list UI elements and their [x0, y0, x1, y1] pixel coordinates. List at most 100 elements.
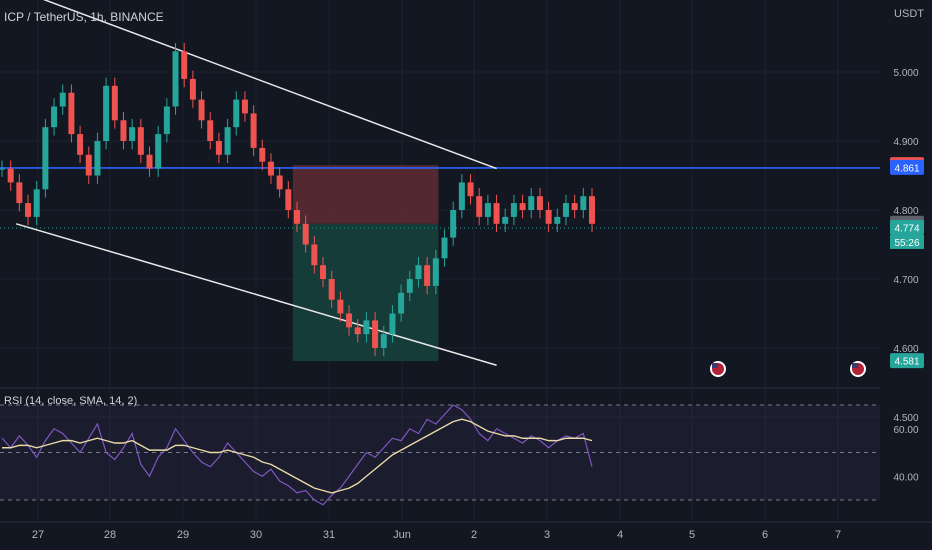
price-tick-label: 4.600	[893, 344, 918, 355]
candle-body	[476, 196, 483, 217]
candle-body	[519, 203, 526, 210]
candle-body	[424, 265, 431, 286]
time-tick-label: 29	[177, 529, 189, 541]
candle-body	[363, 320, 370, 335]
candle-body	[545, 210, 552, 224]
candle-body	[302, 223, 309, 245]
grid-lines	[0, 0, 932, 520]
event-flags[interactable]	[710, 361, 866, 377]
price-tick-label: 4.500	[893, 413, 918, 424]
currency-label: USDT	[894, 8, 924, 20]
candle-body	[510, 203, 517, 217]
candle-body	[59, 92, 66, 107]
candle-body	[285, 189, 292, 210]
candle-body	[137, 127, 144, 155]
stop-loss-zone	[292, 165, 439, 224]
rsi-title: RSI (14, close, SMA, 14, 2)	[4, 395, 138, 407]
candle-body	[120, 120, 127, 141]
price-axis-bg	[880, 0, 932, 550]
candle-body	[441, 237, 448, 259]
candle-body	[33, 189, 40, 217]
candle-body	[42, 127, 49, 190]
time-tick-label: 31	[323, 529, 335, 541]
candle-body	[198, 99, 205, 121]
time-axis: 27 28 29 30 31 Jun 2 3 4 5 6 7	[0, 521, 932, 541]
countdown-label: 55:26	[894, 238, 919, 249]
rsi-pane	[0, 404, 880, 506]
candle-body	[294, 210, 300, 224]
time-tick-label: 4	[617, 529, 623, 541]
time-tick-label: 7	[835, 529, 841, 541]
candle-body	[77, 134, 84, 155]
rsi-ma-line	[2, 418, 593, 494]
candle-body	[163, 106, 170, 135]
us-flag-icon-canton	[712, 363, 718, 368]
time-tick-label: 5	[689, 529, 695, 541]
rsi-tick-label: 40.00	[893, 472, 918, 483]
position-zones	[292, 165, 439, 362]
candle-body	[484, 203, 491, 217]
price-tick-label: 4.700	[893, 275, 918, 286]
candle-body	[354, 327, 361, 335]
time-tick-label: 30	[250, 529, 262, 541]
candle-body	[111, 85, 118, 121]
candle-body	[389, 313, 396, 335]
price-tag	[890, 219, 924, 235]
candle-body	[68, 92, 75, 135]
candle-body	[554, 216, 561, 224]
candle-body	[103, 85, 110, 141]
candle-body	[458, 182, 465, 210]
price-tick-label: 5.000	[893, 68, 918, 79]
candle-body	[129, 127, 136, 141]
price-axis: 5.0004.9004.8004.7004.6004.5004.8654.861…	[880, 0, 932, 550]
candle-body	[215, 141, 222, 155]
candle-body	[172, 51, 179, 107]
time-tick-label: 2	[471, 529, 477, 541]
candle-body	[337, 299, 344, 314]
candle-body	[311, 244, 318, 266]
price-tag-label: 4.861	[894, 163, 919, 174]
candle-body	[276, 175, 283, 190]
time-tick-label: 3	[544, 529, 550, 541]
price-tag	[890, 159, 924, 175]
candle-body	[320, 265, 327, 279]
price-tick-label: 4.800	[893, 206, 918, 217]
candles	[0, 43, 595, 357]
candle-body	[85, 154, 92, 176]
candle-body	[432, 258, 439, 286]
candle-body	[398, 292, 405, 314]
candle-body	[502, 216, 509, 224]
candle-body	[415, 265, 422, 279]
candle-body	[450, 210, 457, 238]
candle-body	[51, 106, 58, 128]
candle-body	[346, 313, 353, 328]
candle-body	[16, 182, 23, 204]
candle-body	[467, 182, 474, 197]
candle-body	[536, 196, 543, 210]
rsi-tick-label: 60.00	[893, 425, 918, 436]
channel-upper-line	[42, 0, 497, 170]
candle-body	[146, 154, 153, 169]
price-tag-label: 4.774	[894, 223, 919, 234]
candle-body	[0, 168, 5, 170]
candle-body	[25, 203, 32, 217]
candle-body	[224, 127, 231, 155]
candle-body	[372, 320, 379, 348]
candle-body	[259, 147, 266, 162]
candle-body	[233, 99, 240, 128]
price-tag-label: 4.581	[894, 357, 919, 368]
candle-body	[562, 203, 569, 217]
candle-body	[571, 203, 578, 210]
candle-body	[207, 120, 214, 141]
countdown-tag	[890, 234, 924, 249]
price-tag	[890, 353, 924, 369]
candle-body	[528, 196, 535, 210]
trend-lines	[0, 0, 932, 366]
candle-body	[241, 99, 248, 114]
channel-lower-line	[15, 223, 497, 366]
chart-title: ICP / TetherUS, 1h, BINANCE	[4, 10, 164, 24]
candle-body	[589, 196, 595, 224]
time-tick-label: 6	[762, 529, 768, 541]
candle-body	[380, 334, 387, 348]
